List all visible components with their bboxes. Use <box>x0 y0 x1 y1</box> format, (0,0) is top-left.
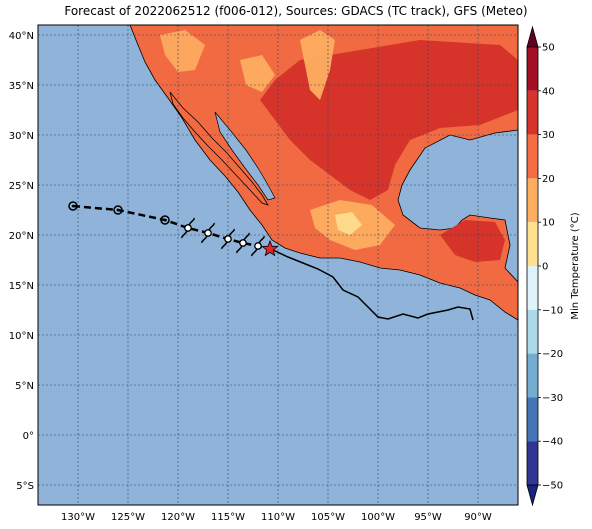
colorbar-segment <box>527 222 538 266</box>
lon-tick-label: 90°W <box>464 512 492 523</box>
lat-tick-label: 20°N <box>9 231 34 242</box>
lat-tick-label: 40°N <box>9 31 34 42</box>
lon-tick-label: 100°W <box>361 512 395 523</box>
colorbar-segment <box>527 309 538 354</box>
colorbar-label: Min Temperature (°C) <box>570 212 581 319</box>
lat-tick-labels: 40°N 35°N 30°N 25°N 20°N 15°N 10°N 5°N 0° 5°S <box>9 31 34 492</box>
colorbar-tick-label: 30 <box>542 130 555 141</box>
lat-tick-label: 25°N <box>9 181 34 192</box>
colorbar-segment <box>527 353 538 398</box>
tc-past-position <box>113 205 123 215</box>
colorbar-tick-label: −40 <box>542 437 563 448</box>
colorbar-extend-bottom <box>526 484 539 507</box>
hurricane-icon <box>251 235 265 257</box>
lon-tick-label: 125°W <box>111 512 145 523</box>
colorbar-segment <box>527 134 538 179</box>
lon-tick-label: 95°W <box>414 512 442 523</box>
lat-tick-label: 5°N <box>15 381 34 392</box>
colorbar-tick-label: −50 <box>542 481 563 492</box>
colorbar-tick-label: 10 <box>542 218 555 229</box>
mild-region-1 <box>300 30 335 100</box>
colorbar-tick-label: −20 <box>542 349 563 360</box>
gulf-of-california <box>214 111 276 201</box>
hurricane-icon <box>201 222 215 244</box>
colorbar-tick-label: 40 <box>542 86 555 97</box>
hurricane-icon <box>236 232 250 254</box>
colorbar-segment <box>527 178 538 223</box>
hurricane-icon <box>221 228 235 250</box>
lat-tick-label: 15°N <box>9 281 34 292</box>
lon-tick-label: 120°W <box>161 512 195 523</box>
mild-region-4 <box>335 212 362 235</box>
lon-tick-label: 130°W <box>61 512 95 523</box>
colorbar-tick-label: 50 <box>542 43 555 54</box>
lon-tick-label: 110°W <box>261 512 295 523</box>
lat-tick-label: 0° <box>23 431 34 442</box>
tc-past-position-dot <box>71 204 75 208</box>
lat-tick-label: 35°N <box>9 81 34 92</box>
lon-tick-label: 115°W <box>211 512 245 523</box>
land-baja <box>169 91 269 206</box>
colorbar-segment <box>527 397 538 442</box>
lat-tick-label: 10°N <box>9 331 34 342</box>
colorbar: 50 40 30 20 10 0 −10 −20 −30 −40 −50 <box>526 25 563 507</box>
colorbar-segment <box>527 90 538 135</box>
map-title: Forecast of 2022062512 (f006-012), Sourc… <box>64 4 528 18</box>
colorbar-segment <box>527 266 538 310</box>
tc-past-position <box>160 215 170 225</box>
lat-tick-label: 5°S <box>16 481 34 492</box>
colorbar-extend-top <box>526 25 539 48</box>
lat-tick-label: 30°N <box>9 131 34 142</box>
lon-tick-labels: 130°W 125°W 120°W 115°W 110°W 105°W 100°W 95°W 9… <box>61 512 492 523</box>
tc-past-position-dot <box>116 208 120 212</box>
colorbar-tick-label: 0 <box>542 262 548 273</box>
tc-past-position <box>68 201 78 211</box>
lon-tick-label: 105°W <box>311 512 345 523</box>
tc-current-position-star <box>261 239 279 257</box>
mild-region-3 <box>160 30 205 72</box>
map-frame <box>37 24 519 506</box>
tc-past-position-dot <box>163 218 167 222</box>
hot-region-south <box>440 220 505 262</box>
colorbar-tick-label: −30 <box>542 393 563 404</box>
hurricane-icon <box>181 217 195 239</box>
tc-tracks <box>68 201 474 321</box>
forecast-cone-line <box>272 249 474 321</box>
mild-region-5 <box>240 55 275 92</box>
colorbar-tick-label: −10 <box>542 305 563 316</box>
colorbar-tick-label: 20 <box>542 174 555 185</box>
colorbar-segment <box>527 47 538 91</box>
gridlines <box>38 25 518 505</box>
colorbar-segment <box>527 441 538 485</box>
